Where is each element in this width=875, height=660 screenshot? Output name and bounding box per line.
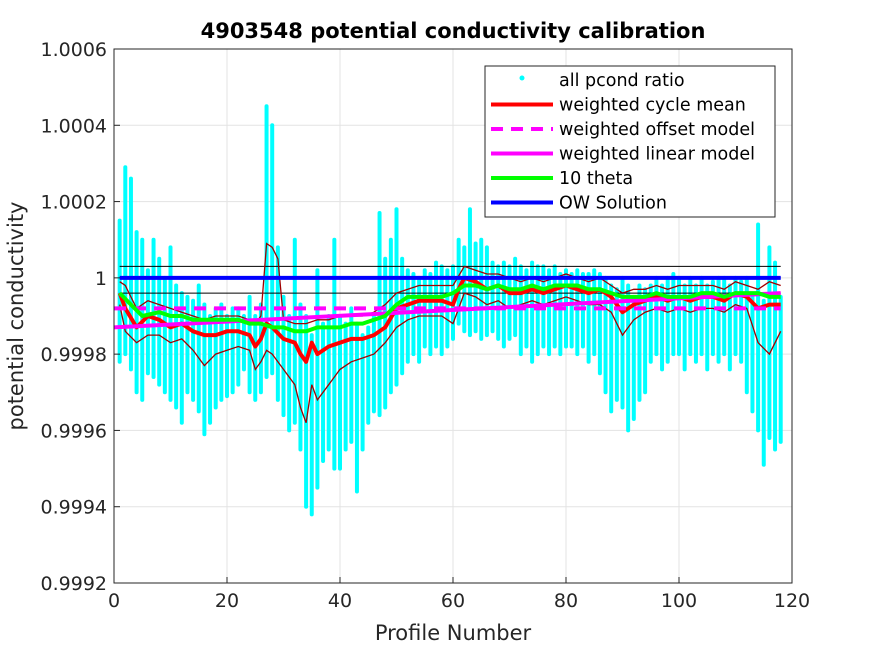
x-tick-label: 40: [328, 590, 352, 612]
x-tick-label: 100: [661, 590, 697, 612]
y-tick-label: 0.9994: [41, 497, 107, 519]
x-axis-label: Profile Number: [375, 621, 532, 645]
series-lines: [113, 275, 781, 364]
y-tick-label: 1.0006: [41, 39, 107, 61]
x-tick-label: 0: [108, 590, 120, 612]
x-tick-label: 60: [441, 590, 465, 612]
legend-label: 10 theta: [559, 169, 633, 189]
legend-box: [484, 65, 776, 218]
y-tick-label: 0.9996: [41, 420, 107, 442]
legend-label: weighted linear model: [559, 145, 755, 165]
y-tick-label: 1: [95, 268, 107, 290]
x-tick-label: 20: [215, 590, 239, 612]
legend: all pcond ratio weighted cycle mean weight…: [484, 65, 776, 218]
envelope-upper: [119, 242, 781, 325]
axes: 0 20 40 60 80 100 120 0.9992 0.9994 0.9996 0.9998 1…: [41, 39, 811, 612]
legend-marker: [519, 75, 525, 81]
legend-label: all pcond ratio: [559, 71, 685, 91]
x-tick-label: 80: [554, 590, 578, 612]
y-tick-label: 1.0004: [41, 115, 107, 137]
legend-label: weighted offset model: [559, 120, 755, 140]
x-tick-label: 120: [774, 590, 810, 612]
y-tick-label: 1.0002: [41, 192, 107, 214]
y-axis-label: potential conductivity: [4, 202, 28, 431]
legend-label: OW Solution: [559, 194, 667, 214]
y-tick-label: 0.9992: [41, 573, 107, 595]
chart-title: 4903548 potential conductivity calibrati…: [201, 19, 706, 43]
legend-label: weighted cycle mean: [559, 96, 746, 116]
series-10-theta: [118, 283, 781, 334]
y-tick-label: 0.9998: [41, 344, 107, 366]
